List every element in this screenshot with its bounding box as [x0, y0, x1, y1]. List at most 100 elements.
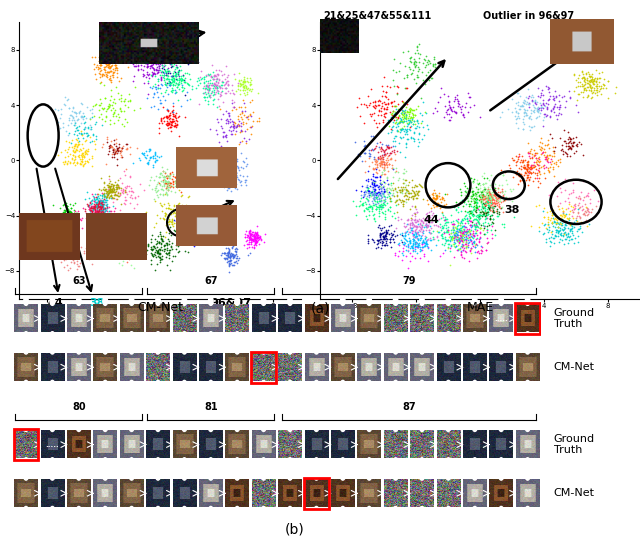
Point: [78, 161, 88, 170]
Point: [533, 182, 543, 191]
Point: [62, 148, 72, 156]
Point: [415, 247, 425, 256]
Point: [154, 245, 164, 254]
Point: [156, 231, 166, 240]
Point: [249, 241, 259, 249]
Point: [474, 186, 484, 195]
Point: [218, 70, 228, 79]
Point: [550, 158, 561, 166]
Point: [385, 181, 396, 190]
Point: [244, 235, 255, 244]
Point: [565, 143, 575, 152]
Point: [377, 229, 387, 238]
Point: [229, 163, 239, 172]
Point: [94, 197, 104, 206]
Point: [456, 236, 467, 245]
Point: [463, 238, 473, 247]
Point: [459, 179, 469, 188]
Point: [169, 78, 179, 87]
Point: [252, 233, 262, 242]
Point: [140, 153, 150, 161]
Circle shape: [50, 346, 55, 354]
Point: [103, 190, 113, 199]
Point: [90, 204, 100, 213]
Point: [180, 225, 190, 233]
Point: [420, 226, 431, 235]
Point: [393, 182, 403, 191]
Point: [70, 142, 80, 151]
Text: 87: 87: [402, 402, 415, 412]
Point: [592, 91, 602, 100]
Point: [173, 80, 184, 88]
Point: [241, 237, 252, 246]
Point: [188, 160, 198, 169]
Point: [372, 236, 383, 245]
Point: [90, 101, 100, 109]
Point: [153, 59, 163, 67]
Point: [423, 216, 433, 225]
Point: [429, 194, 439, 202]
Point: [382, 158, 392, 166]
Point: [164, 239, 175, 248]
Point: [559, 222, 570, 231]
Point: [111, 62, 122, 71]
Point: [372, 163, 382, 171]
Point: [520, 168, 530, 177]
Point: [166, 244, 177, 253]
Point: [564, 225, 575, 234]
Point: [90, 205, 100, 213]
Point: [553, 228, 563, 237]
Point: [125, 245, 135, 254]
Point: [246, 96, 257, 105]
Point: [394, 176, 404, 185]
Point: [468, 241, 479, 250]
Point: [567, 227, 577, 236]
Point: [367, 178, 378, 186]
Text: .....: .....: [494, 316, 508, 321]
Point: [413, 62, 424, 71]
Point: [147, 238, 157, 247]
Point: [178, 213, 188, 222]
Point: [60, 156, 70, 165]
Point: [112, 69, 122, 77]
Point: [476, 205, 486, 214]
Point: [107, 61, 117, 70]
Point: [104, 186, 114, 195]
Text: MAE: MAE: [467, 301, 493, 315]
Point: [483, 173, 493, 182]
Point: [381, 227, 391, 236]
Point: [458, 234, 468, 243]
Point: [463, 235, 474, 244]
Point: [95, 61, 105, 70]
Point: [96, 186, 106, 195]
Point: [358, 142, 369, 150]
Point: [97, 71, 107, 80]
Point: [467, 233, 477, 242]
Point: [584, 81, 595, 90]
Point: [157, 207, 167, 216]
Point: [376, 191, 387, 200]
Point: [108, 202, 118, 211]
Point: [474, 179, 484, 188]
Point: [470, 228, 481, 237]
Point: [566, 144, 576, 153]
Point: [157, 56, 167, 65]
Point: [218, 127, 228, 136]
Point: [482, 205, 492, 213]
Text: Ground
Truth: Ground Truth: [554, 434, 595, 456]
Point: [393, 200, 403, 208]
Point: [451, 228, 461, 237]
Point: [378, 196, 388, 205]
Point: [116, 238, 126, 247]
Point: [109, 241, 119, 250]
Point: [148, 89, 159, 98]
Point: [186, 168, 196, 176]
Point: [153, 252, 163, 261]
Point: [110, 210, 120, 218]
Point: [549, 93, 559, 102]
Circle shape: [340, 380, 345, 389]
Point: [173, 75, 184, 84]
Point: [394, 112, 404, 121]
Point: [109, 245, 120, 254]
Point: [372, 195, 382, 204]
